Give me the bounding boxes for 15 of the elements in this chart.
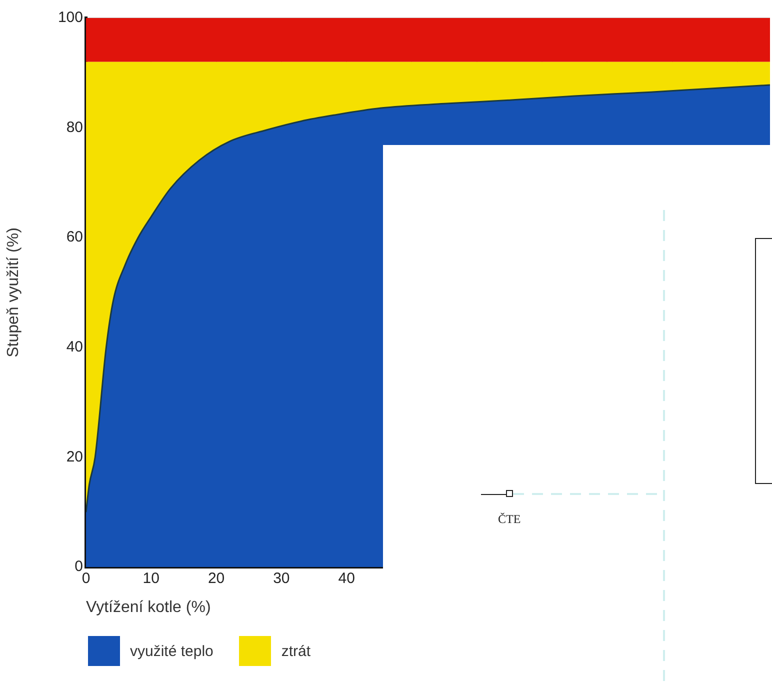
x-axis-title: Vytížení kotle (%) xyxy=(86,598,211,616)
x-tick-label: 30 xyxy=(273,570,290,588)
x-tick-label: 10 xyxy=(142,570,160,588)
y-tick-label: 0 xyxy=(74,558,83,576)
x-tick-label: 20 xyxy=(208,570,225,588)
y-tick-label: 40 xyxy=(66,338,83,356)
legend-label: ztrát xyxy=(281,642,311,660)
legend-label: využité teplo xyxy=(130,642,214,660)
annotation: ČTE xyxy=(498,512,521,527)
x-tick-label: 40 xyxy=(338,570,355,588)
y-tick-label: 60 xyxy=(66,228,83,246)
y-tick-label: 20 xyxy=(66,448,83,466)
y-tick-label: 100 xyxy=(58,9,83,26)
y-tick-label: 80 xyxy=(66,118,83,136)
y-axis-title: Stupeň využití (%) xyxy=(5,228,22,358)
